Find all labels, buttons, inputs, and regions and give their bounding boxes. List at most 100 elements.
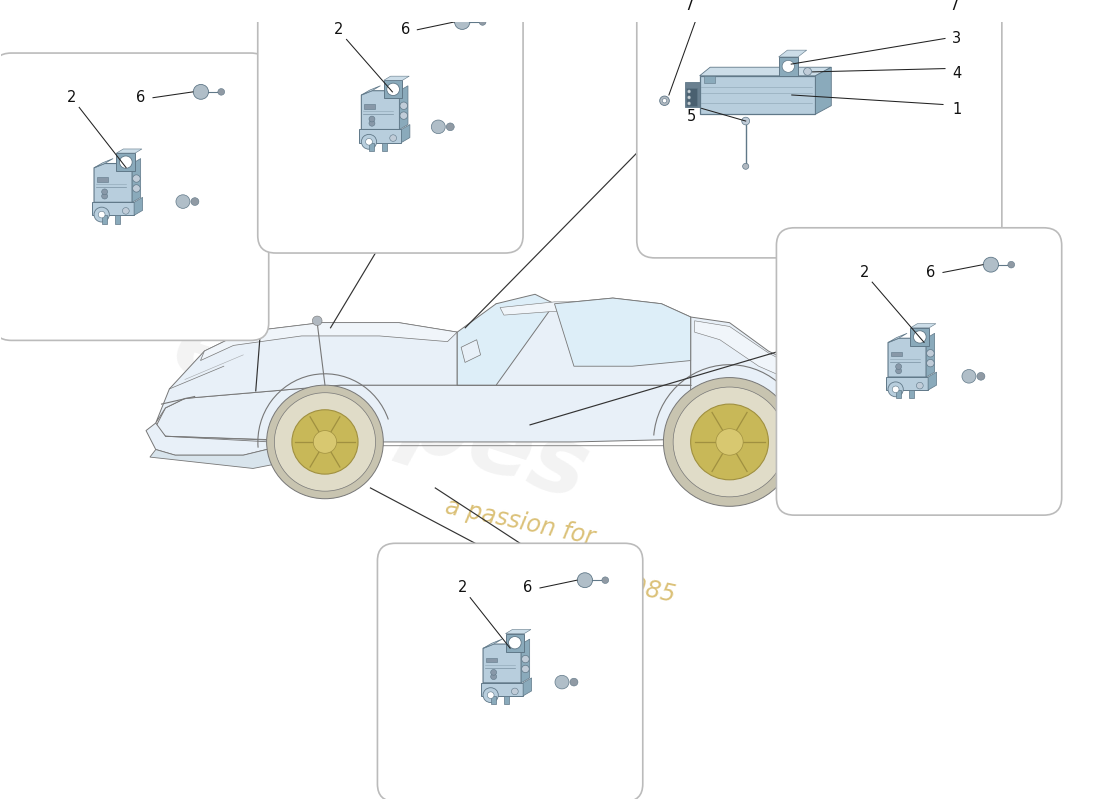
Circle shape bbox=[578, 573, 593, 588]
Circle shape bbox=[480, 18, 486, 26]
Polygon shape bbox=[815, 67, 832, 114]
Circle shape bbox=[716, 429, 744, 455]
Circle shape bbox=[94, 207, 109, 222]
Circle shape bbox=[491, 670, 496, 675]
Polygon shape bbox=[521, 639, 530, 683]
Polygon shape bbox=[779, 57, 798, 76]
Text: 6: 6 bbox=[926, 265, 936, 280]
Bar bbox=[486, 658, 496, 662]
Polygon shape bbox=[384, 76, 409, 80]
Circle shape bbox=[266, 385, 383, 498]
Polygon shape bbox=[496, 298, 691, 385]
Polygon shape bbox=[94, 158, 113, 168]
Text: excellence 1985: excellence 1985 bbox=[483, 543, 678, 607]
Circle shape bbox=[521, 655, 529, 662]
Circle shape bbox=[926, 359, 934, 367]
Text: europes: europes bbox=[162, 300, 600, 521]
Circle shape bbox=[688, 96, 691, 99]
Circle shape bbox=[483, 688, 498, 702]
Polygon shape bbox=[524, 678, 531, 696]
Circle shape bbox=[521, 666, 529, 673]
Text: 6: 6 bbox=[136, 90, 145, 106]
Circle shape bbox=[512, 688, 518, 694]
Circle shape bbox=[400, 112, 408, 119]
Circle shape bbox=[218, 89, 224, 95]
Circle shape bbox=[368, 121, 375, 126]
Polygon shape bbox=[458, 294, 554, 385]
Circle shape bbox=[742, 163, 749, 170]
Circle shape bbox=[274, 393, 375, 491]
Polygon shape bbox=[684, 82, 700, 107]
Text: 5: 5 bbox=[688, 109, 696, 124]
Polygon shape bbox=[779, 50, 806, 57]
Circle shape bbox=[741, 117, 750, 125]
Polygon shape bbox=[399, 86, 408, 130]
Text: 2: 2 bbox=[859, 265, 869, 280]
Polygon shape bbox=[150, 446, 292, 469]
Text: 1: 1 bbox=[953, 102, 961, 117]
Circle shape bbox=[662, 98, 667, 103]
Text: 7: 7 bbox=[685, 0, 694, 13]
FancyBboxPatch shape bbox=[257, 0, 524, 253]
Polygon shape bbox=[134, 198, 143, 215]
Bar bbox=[491, 696, 496, 704]
Polygon shape bbox=[132, 158, 141, 202]
Circle shape bbox=[602, 577, 608, 583]
Polygon shape bbox=[362, 86, 381, 95]
Circle shape bbox=[892, 386, 899, 393]
Polygon shape bbox=[483, 644, 521, 683]
Circle shape bbox=[888, 382, 903, 397]
Circle shape bbox=[688, 90, 691, 93]
Circle shape bbox=[101, 189, 108, 194]
Text: 6: 6 bbox=[524, 581, 532, 595]
Circle shape bbox=[194, 85, 209, 99]
Polygon shape bbox=[94, 163, 132, 202]
Text: 4: 4 bbox=[953, 66, 961, 81]
Circle shape bbox=[368, 116, 375, 122]
Bar bbox=[102, 215, 107, 223]
Polygon shape bbox=[362, 90, 399, 130]
Text: 3: 3 bbox=[953, 31, 961, 46]
Circle shape bbox=[133, 175, 140, 182]
Polygon shape bbox=[691, 317, 895, 436]
Circle shape bbox=[122, 207, 129, 214]
Bar bbox=[891, 352, 902, 356]
Circle shape bbox=[962, 370, 976, 383]
Polygon shape bbox=[887, 377, 928, 390]
Circle shape bbox=[1008, 262, 1014, 268]
Circle shape bbox=[895, 364, 902, 370]
Circle shape bbox=[389, 134, 396, 142]
Polygon shape bbox=[117, 149, 142, 153]
Polygon shape bbox=[694, 321, 861, 389]
Polygon shape bbox=[926, 334, 935, 377]
Circle shape bbox=[508, 637, 521, 649]
Polygon shape bbox=[788, 423, 904, 465]
Circle shape bbox=[916, 382, 923, 389]
Bar bbox=[686, 88, 697, 106]
Polygon shape bbox=[911, 324, 936, 328]
Text: 6: 6 bbox=[400, 22, 410, 38]
Polygon shape bbox=[700, 76, 815, 114]
Circle shape bbox=[98, 211, 106, 218]
Polygon shape bbox=[554, 298, 691, 366]
Polygon shape bbox=[156, 322, 458, 423]
Circle shape bbox=[176, 194, 190, 208]
Polygon shape bbox=[360, 130, 401, 142]
Circle shape bbox=[688, 102, 691, 105]
Polygon shape bbox=[888, 334, 907, 342]
Polygon shape bbox=[506, 634, 525, 652]
Circle shape bbox=[400, 102, 408, 110]
Circle shape bbox=[983, 258, 999, 272]
Text: 2: 2 bbox=[66, 90, 76, 106]
Circle shape bbox=[101, 194, 108, 199]
Polygon shape bbox=[483, 639, 502, 648]
Bar bbox=[114, 215, 120, 223]
Circle shape bbox=[782, 60, 794, 72]
Polygon shape bbox=[384, 80, 403, 98]
Circle shape bbox=[365, 138, 373, 145]
Polygon shape bbox=[481, 683, 524, 696]
Circle shape bbox=[387, 83, 399, 95]
Polygon shape bbox=[461, 340, 481, 362]
Circle shape bbox=[895, 368, 902, 374]
Circle shape bbox=[913, 330, 926, 343]
